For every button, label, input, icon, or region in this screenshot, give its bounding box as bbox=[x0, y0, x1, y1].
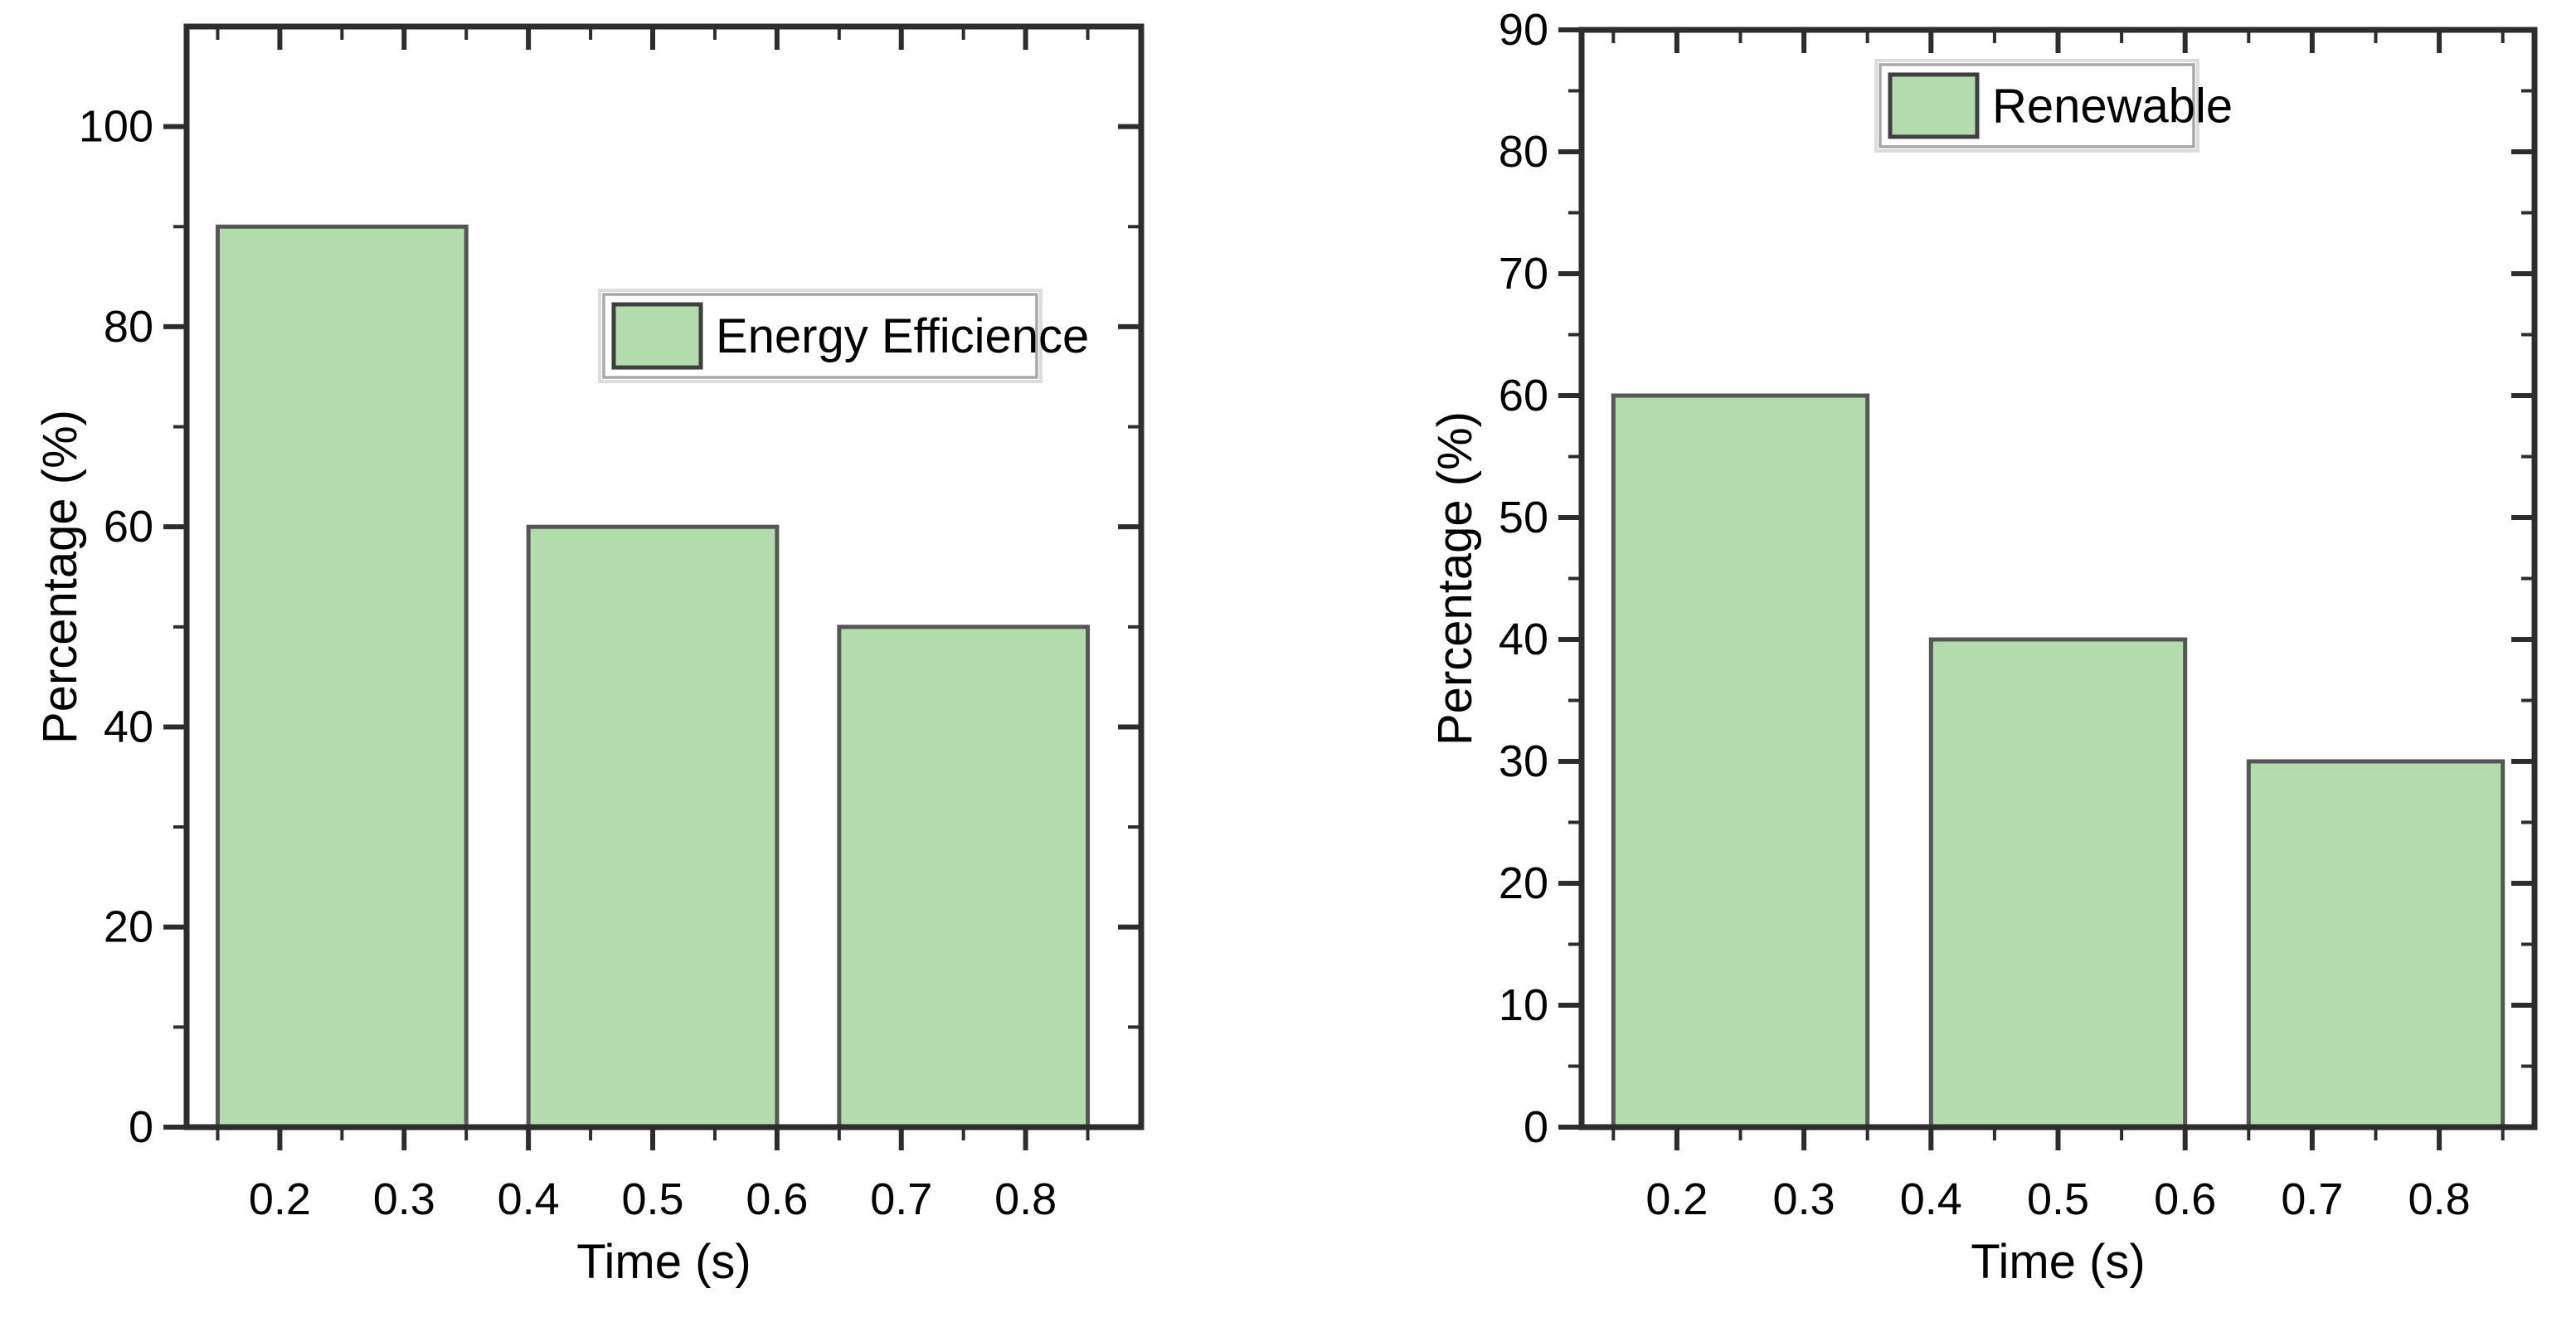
x-tick-label: 0.4 bbox=[1900, 1174, 1962, 1224]
x-tick-label: 0.5 bbox=[621, 1174, 683, 1224]
right-chart: 0.2 0.3 0.4 0.5 0.6 0.7 0.8 0 10 20 30 40 50 60 70 80 90… bbox=[1428, 5, 2538, 1289]
x-axis-title: Time (s) bbox=[1971, 1235, 2145, 1289]
bar bbox=[1611, 393, 1870, 1130]
x-tick-label: 0.6 bbox=[746, 1174, 808, 1224]
x-axis-title: Time (s) bbox=[576, 1235, 751, 1289]
y-axis-title: Percentage (%) bbox=[1428, 411, 1482, 746]
bar bbox=[215, 224, 469, 1130]
y-tick-label: 70 bbox=[1499, 249, 1548, 299]
x-tick-label: 0.8 bbox=[994, 1174, 1057, 1224]
plot-frame bbox=[183, 23, 1145, 1130]
legend: Renewable bbox=[1874, 58, 2233, 153]
x-tick-label: 0.3 bbox=[1773, 1174, 1835, 1224]
y-tick-label: 90 bbox=[1499, 5, 1548, 55]
legend: Energy Efficience bbox=[597, 288, 1089, 384]
legend-halo bbox=[1874, 58, 2200, 153]
x-tick-label: 0.5 bbox=[2027, 1174, 2089, 1224]
x-tick-label: 0.2 bbox=[1645, 1174, 1708, 1224]
y-tick-label: 20 bbox=[104, 902, 153, 952]
y-tick-label: 80 bbox=[104, 302, 153, 352]
y-tick-label: 40 bbox=[1499, 615, 1548, 664]
y-tick-label: 60 bbox=[1499, 371, 1548, 421]
x-tick-label: 0.4 bbox=[498, 1174, 560, 1224]
y-tick-label: 0 bbox=[129, 1102, 153, 1152]
y-tick-label: 50 bbox=[1499, 493, 1548, 542]
x-tick-label: 0.6 bbox=[2154, 1174, 2216, 1224]
y-tick-label: 10 bbox=[1499, 980, 1548, 1030]
y-tick-label: 30 bbox=[1499, 736, 1548, 786]
legend-swatch bbox=[611, 302, 703, 370]
left-chart: 0.2 0.3 0.4 0.5 0.6 0.7 0.8 0 20 40 60 80 100 Time (s… bbox=[33, 23, 1145, 1289]
x-tick-label: 0.8 bbox=[2408, 1174, 2471, 1224]
x-tick-label: 0.3 bbox=[373, 1174, 435, 1224]
legend-swatch bbox=[1888, 72, 1980, 139]
x-tick-label: 0.7 bbox=[2281, 1174, 2343, 1224]
y-tick-label: 100 bbox=[79, 102, 153, 152]
x-tick-label: 0.2 bbox=[249, 1174, 311, 1224]
legend-label: Energy Efficience bbox=[716, 309, 1089, 363]
y-axis-title: Percentage (%) bbox=[33, 410, 87, 744]
y-tick-label: 0 bbox=[1524, 1102, 1548, 1152]
bar bbox=[2246, 759, 2506, 1130]
bar bbox=[526, 524, 780, 1130]
legend-halo bbox=[597, 288, 1043, 384]
y-tick-label: 40 bbox=[104, 702, 153, 751]
y-tick-label: 60 bbox=[104, 502, 153, 552]
legend-label: Renewable bbox=[1992, 79, 2233, 133]
y-tick-label: 20 bbox=[1499, 858, 1548, 908]
bar bbox=[1928, 637, 2188, 1130]
x-tick-label: 0.7 bbox=[870, 1174, 932, 1224]
bar bbox=[837, 625, 1091, 1130]
y-tick-label: 80 bbox=[1499, 127, 1548, 177]
